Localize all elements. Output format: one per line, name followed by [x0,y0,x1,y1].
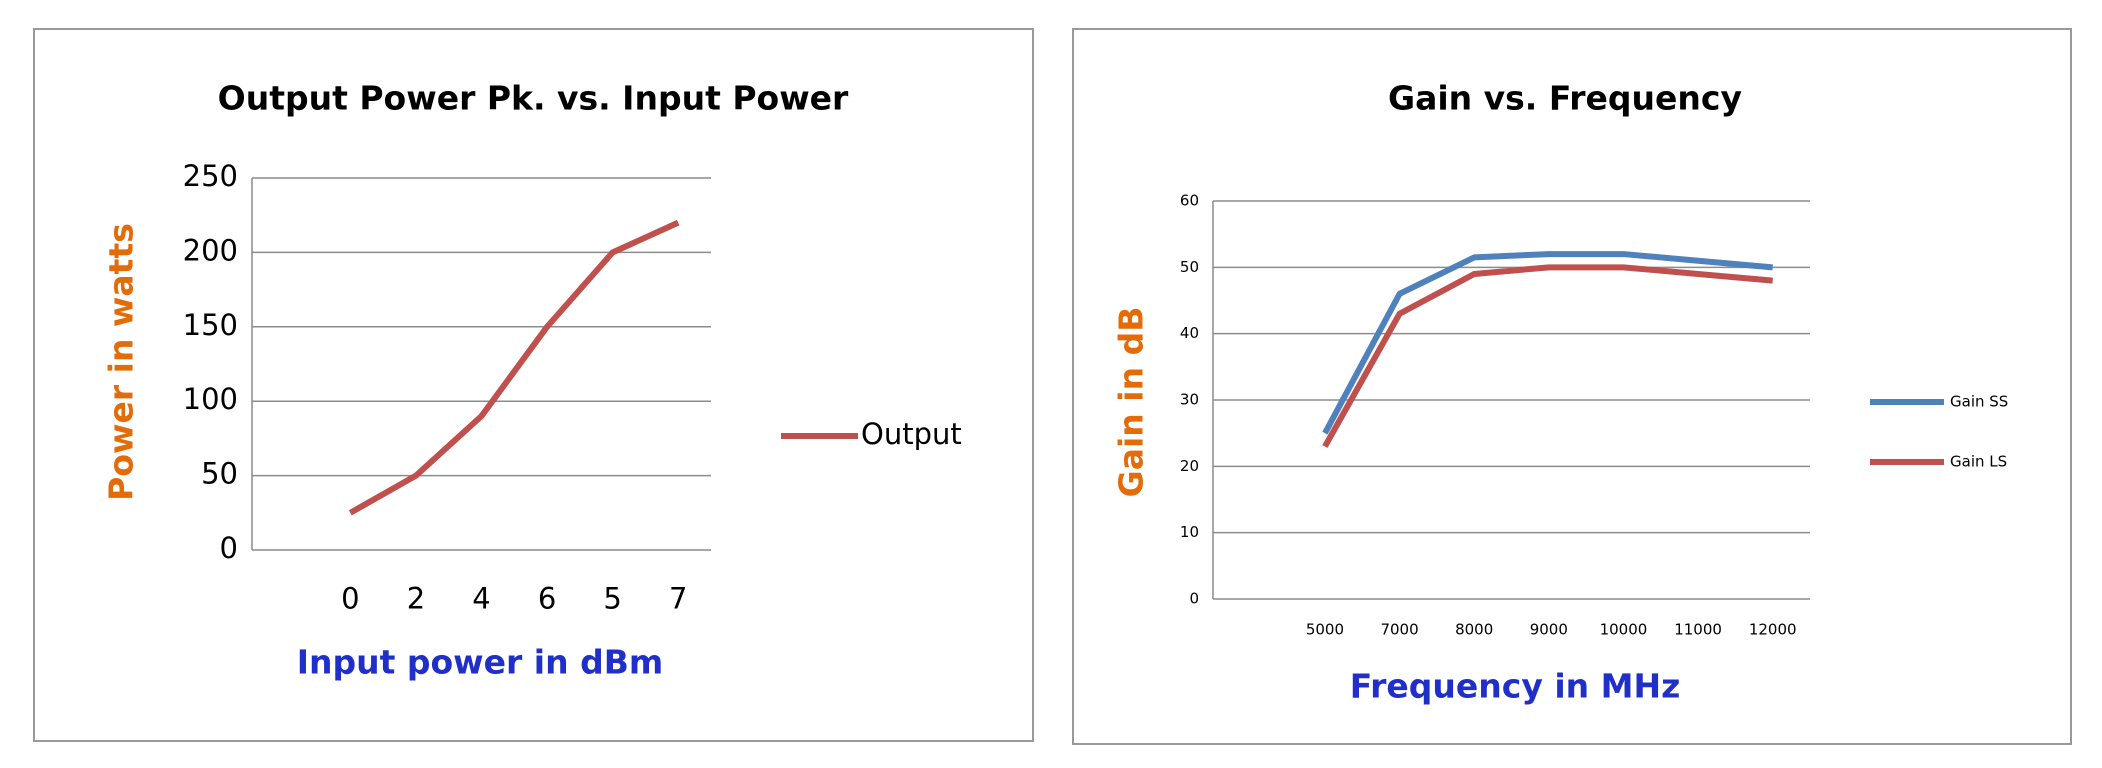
x-axis-label: Frequency in MHz [1350,667,1681,706]
chart-title: Gain vs. Frequency [1388,79,1742,118]
y-tick-label: 50 [1180,258,1199,276]
x-axis-label: Input power in dBm [297,643,664,682]
x-tick-label: 9000 [1530,621,1568,639]
x-tick-label: 0 [341,582,359,616]
y-tick-label: 200 [183,233,238,267]
y-tick-label: 250 [183,159,238,193]
x-tick-label: 10000 [1600,621,1648,639]
x-tick-label: 5 [603,582,621,616]
legend-label: Output [861,417,962,451]
data-line [348,219,680,516]
chart-frame [33,28,1034,742]
y-tick-label: 20 [1180,457,1199,475]
x-tick-label: 8000 [1455,621,1493,639]
chart-title: Output Power Pk. vs. Input Power [218,79,849,118]
x-tick-label: 5000 [1306,621,1344,639]
x-tick-label: 2 [407,582,425,616]
x-tick-label: 6 [538,582,556,616]
y-tick-label: 60 [1180,192,1199,210]
y-tick-label: 40 [1180,324,1199,342]
x-tick-label: 12000 [1749,621,1797,639]
legend-label: Gain LS [1950,453,2007,471]
y-tick-label: 50 [201,457,238,491]
x-tick-label: 4 [472,582,490,616]
x-tick-label: 11000 [1674,621,1722,639]
data-line [1322,251,1773,435]
y-axis-label: Gain in dB [1112,307,1151,498]
y-tick-label: 0 [1189,590,1199,608]
chart-frame [1072,28,2072,745]
y-tick-label: 10 [1180,523,1199,541]
y-tick-label: 150 [183,308,238,342]
y-tick-label: 100 [183,382,238,416]
x-tick-label: 7 [669,582,687,616]
x-tick-label: 7000 [1380,621,1418,639]
y-tick-label: 0 [220,531,238,565]
y-axis-label: Power in watts [102,223,141,501]
y-tick-label: 30 [1180,391,1199,409]
legend-label: Gain SS [1950,393,2008,411]
data-line [1322,264,1773,448]
